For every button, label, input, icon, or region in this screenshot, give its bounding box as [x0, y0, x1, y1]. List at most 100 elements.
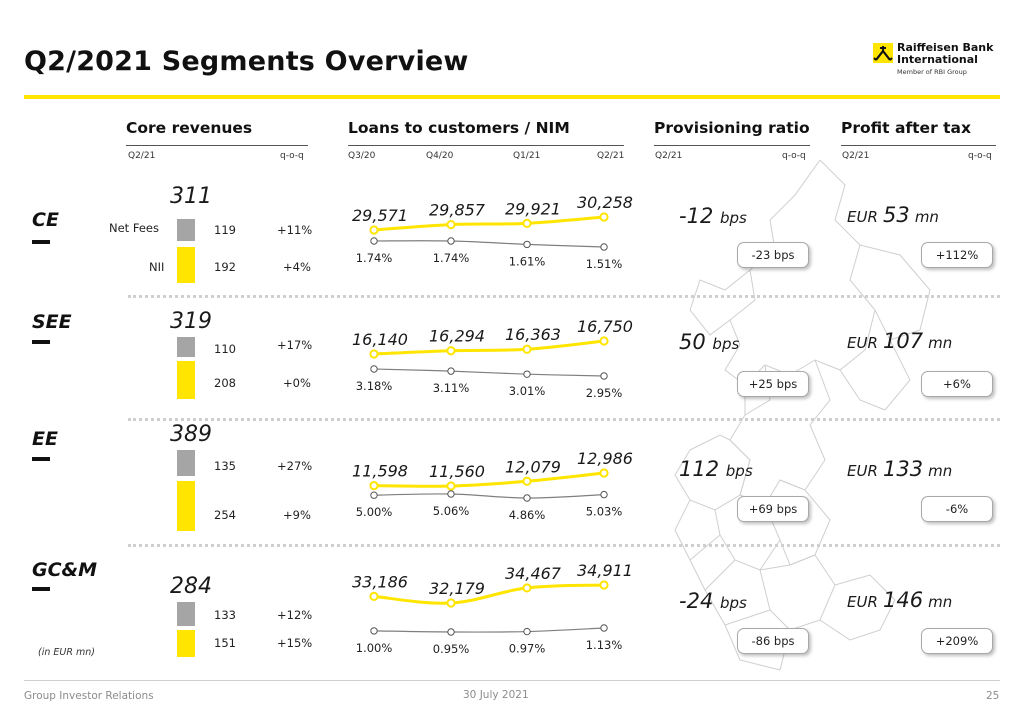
segment-dash [32, 340, 50, 344]
provisioning-unit: bps [725, 462, 753, 480]
nim-value-label: 0.97% [509, 642, 546, 656]
nim-value-label: 5.00% [356, 505, 393, 519]
nim-value-label: 3.18% [356, 379, 393, 393]
core-revenues-rule [126, 145, 308, 146]
nim-point [600, 490, 608, 499]
provisioning-qoq-badge: +69 bps [737, 496, 809, 522]
core-revenues-heading: Core revenues [126, 119, 253, 137]
nim-point [370, 627, 378, 635]
loans-value-label: 11,560 [429, 462, 485, 481]
nim-point [447, 628, 455, 636]
loans-value-label: 16,294 [429, 327, 485, 346]
nii-bar [177, 361, 195, 399]
profit-value: EUR 133 mn [847, 457, 952, 481]
net-fees-bar [177, 337, 195, 357]
net-fees-bar [177, 219, 195, 241]
net-fees-qoq: +17% [277, 338, 313, 352]
loans-value-label: 34,911 [577, 561, 633, 580]
brand-name-line2: International [897, 53, 978, 66]
nim-point [447, 237, 455, 245]
segment-label-see: SEE [32, 311, 72, 333]
profit-period: Q2/21 [842, 151, 870, 161]
profit-number: 107 [882, 329, 924, 353]
loans-point [446, 481, 456, 491]
nim-point [600, 243, 608, 251]
loans-point [369, 349, 379, 359]
loans-point [446, 598, 456, 608]
profit-unit: mn [928, 334, 953, 352]
nii-bar [177, 247, 195, 283]
loans-value-label: 16,363 [505, 325, 561, 344]
nim-line [373, 240, 605, 248]
provisioning-period: Q2/21 [655, 151, 683, 161]
nii-label: NII [149, 260, 165, 274]
profit-currency: EUR [847, 593, 878, 611]
loans-line [373, 471, 605, 488]
provisioning-qoq-badge: -23 bps [737, 242, 809, 268]
provisioning-unit: bps [720, 209, 747, 227]
net-fees-value: 135 [214, 459, 236, 473]
loans-point [369, 591, 379, 601]
footer-date: 30 July 2021 [463, 689, 529, 701]
nim-point [523, 627, 531, 636]
loans-nim-heading: Loans to customers / NIM [348, 119, 570, 137]
profit-qoq-badge: +112% [921, 242, 993, 268]
nim-point [600, 624, 608, 632]
loans-value-label: 34,467 [505, 564, 562, 583]
nim-point [447, 490, 455, 498]
net-fees-bar [177, 450, 195, 476]
brand-logo: Raiffeisen Bank International Member of … [873, 42, 1003, 82]
nim-point [370, 491, 378, 499]
nii-value: 254 [214, 508, 236, 522]
segment-separator [128, 418, 1000, 421]
segment-label-ee: EE [32, 428, 58, 450]
provisioning-number: 50 [679, 330, 706, 354]
segment-separator [128, 544, 1000, 547]
net-fees-qoq: +12% [277, 608, 313, 622]
footer-rule [24, 680, 1000, 681]
provisioning-change: q-o-q [782, 151, 806, 161]
quarter-label: Q2/21 [597, 151, 625, 161]
quarter-label: Q3/20 [348, 151, 376, 161]
nim-value-label: 3.11% [433, 381, 470, 395]
provisioning-value: 112 bps [679, 457, 753, 481]
brand-tagline: Member of RBI Group [897, 68, 967, 76]
loans-value-label: 16,750 [577, 317, 633, 336]
raiffeisen-gable-cross-icon [873, 43, 893, 63]
nim-line [373, 493, 605, 499]
loans-value-label: 29,921 [505, 199, 561, 218]
segment-dash [32, 240, 50, 244]
profit-rule [841, 145, 996, 146]
profit-number: 53 [882, 203, 910, 227]
nim-value-label: 0.95% [433, 642, 470, 656]
loans-line [373, 583, 605, 605]
nii-qoq: +0% [283, 376, 311, 390]
provisioning-qoq-badge: +25 bps [737, 371, 809, 397]
profit-currency: EUR [847, 208, 878, 226]
nim-value-label: 4.86% [509, 508, 546, 522]
nim-value-label: 2.95% [586, 386, 623, 400]
loans-value-label: 12,986 [577, 449, 633, 468]
provisioning-value: 50 bps [679, 330, 739, 354]
core-revenues-total: 311 [170, 184, 212, 209]
loans-point [522, 476, 532, 486]
net-fees-value: 110 [214, 342, 236, 356]
net-fees-bar [177, 602, 195, 626]
nim-value-label: 5.06% [433, 504, 470, 518]
loans-point [369, 481, 379, 491]
nim-point [447, 367, 455, 375]
profit-unit: mn [928, 593, 953, 611]
segment-dash [32, 587, 50, 591]
brand-name-line1: Raiffeisen Bank [897, 41, 994, 54]
nii-bar [177, 630, 195, 657]
quarter-label: Q4/20 [426, 151, 454, 161]
loans-point [522, 583, 532, 593]
loans-point [446, 219, 456, 230]
segment-dash [32, 457, 50, 461]
profit-unit: mn [928, 462, 953, 480]
nim-value-label: 1.61% [509, 254, 546, 268]
net-fees-value: 119 [214, 223, 236, 237]
provisioning-unit: bps [712, 335, 740, 353]
provisioning-number: -24 [679, 589, 714, 613]
provisioning-heading: Provisioning ratio [654, 119, 810, 137]
